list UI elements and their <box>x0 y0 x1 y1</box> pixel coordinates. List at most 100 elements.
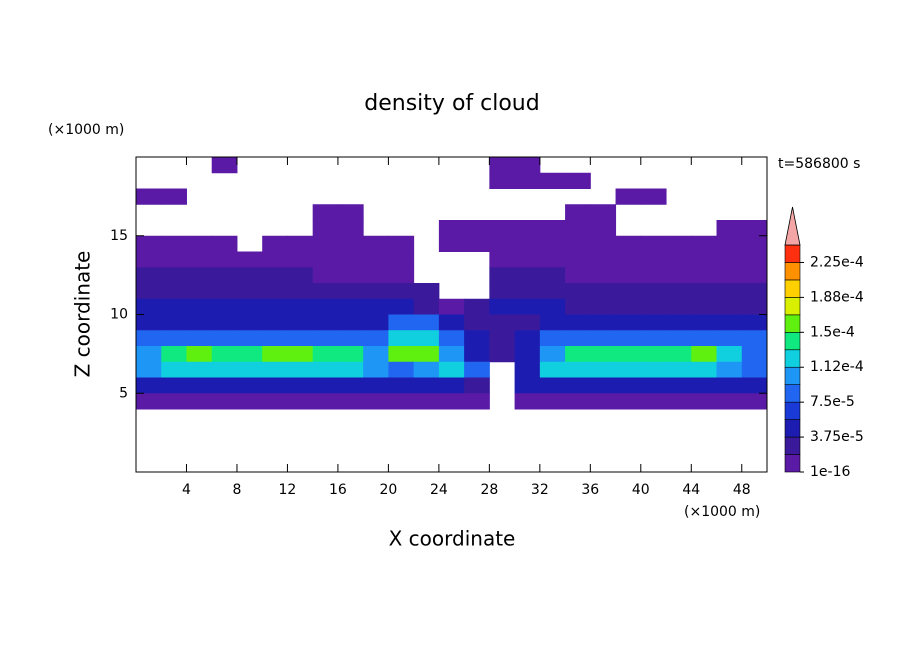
contour-cell <box>186 346 213 363</box>
colorbar-band <box>784 454 801 473</box>
contour-cell <box>489 251 516 268</box>
contour-cell <box>262 361 288 378</box>
contour-cell <box>539 314 566 331</box>
contour-cell <box>438 235 465 252</box>
contour-cell <box>438 377 465 394</box>
contour-cell <box>312 346 339 363</box>
contour-cell <box>615 361 642 378</box>
contour-cell <box>565 283 591 300</box>
contour-cell <box>464 361 490 378</box>
contour-cell <box>236 330 263 347</box>
contour-cell <box>161 330 187 347</box>
contour-cell <box>539 330 566 347</box>
contour-cell <box>161 377 187 394</box>
contour-cell <box>640 283 667 300</box>
contour-cell <box>565 346 591 363</box>
contour-cell <box>539 298 566 315</box>
contour-cell <box>615 235 642 252</box>
contour-cell <box>666 346 692 363</box>
contour-cell <box>716 220 743 237</box>
contour-cell <box>716 377 743 394</box>
contour-cell <box>590 314 617 331</box>
contour-cell <box>312 314 339 331</box>
contour-cell <box>388 283 415 300</box>
contour-cell <box>539 361 566 378</box>
contour-cell <box>565 298 591 315</box>
contour-cell <box>211 330 238 347</box>
contour-cell <box>514 251 541 268</box>
contour-cell <box>161 267 187 284</box>
contour-cell <box>262 346 288 363</box>
contour-cell <box>438 330 465 347</box>
contour-cell <box>590 235 617 252</box>
contour-cell <box>741 361 768 378</box>
contour-cell <box>262 298 288 315</box>
x-tick-label: 12 <box>279 482 297 498</box>
contour-cell <box>337 314 364 331</box>
contour-cell <box>413 346 440 363</box>
contour-cell <box>363 235 389 252</box>
contour-cell <box>741 330 768 347</box>
contour-cell <box>489 267 516 284</box>
contour-cell <box>666 314 692 331</box>
contour-cell <box>211 377 238 394</box>
contour-cell <box>640 298 667 315</box>
contour-cell <box>136 298 162 315</box>
y-axis-title: Z coordinate <box>71 251 95 378</box>
contour-cell <box>514 393 541 410</box>
contour-cell <box>716 314 743 331</box>
contour-cell <box>615 298 642 315</box>
contour-cell <box>136 283 162 300</box>
contour-cell <box>590 283 617 300</box>
contour-cell <box>438 346 465 363</box>
colorbar-tick-label: 1e-16 <box>810 464 850 480</box>
contour-cell <box>640 235 667 252</box>
contour-cell <box>211 251 238 268</box>
colorbar-tick-label: 3.75e-5 <box>810 429 864 445</box>
contour-cell <box>438 314 465 331</box>
contour-cell <box>640 314 667 331</box>
contour-cell <box>716 330 743 347</box>
contour-cell <box>565 330 591 347</box>
contour-cell <box>312 298 339 315</box>
contour-cell <box>363 330 389 347</box>
contour-cell <box>312 251 339 268</box>
contour-cell <box>741 267 768 284</box>
contour-cell <box>413 298 440 315</box>
contour-cell <box>565 220 591 237</box>
contour-cell <box>691 393 718 410</box>
contour-cell <box>438 298 465 315</box>
y-tick-label: 15 <box>110 228 128 244</box>
contour-cell <box>363 393 389 410</box>
x-tick-label: 24 <box>430 482 448 498</box>
contour-cell <box>438 393 465 410</box>
contour-cell <box>565 172 591 189</box>
contour-cell <box>186 393 213 410</box>
contour-cell <box>514 267 541 284</box>
contour-cell <box>363 251 389 268</box>
colorbar-band <box>784 436 801 455</box>
contour-cell <box>691 251 718 268</box>
contour-cell <box>590 251 617 268</box>
contour-cell <box>666 283 692 300</box>
contour-cell <box>388 314 415 331</box>
contour-cell <box>287 346 314 363</box>
contour-cell <box>464 314 490 331</box>
contour-cell <box>615 251 642 268</box>
colorbar-band <box>784 279 801 298</box>
contour-cell <box>438 220 465 237</box>
contour-cell <box>413 283 440 300</box>
contour-cell <box>287 267 314 284</box>
contour-cell <box>539 220 566 237</box>
contour-cell <box>186 361 213 378</box>
x-axis-title: X coordinate <box>389 527 516 551</box>
contour-cell <box>590 377 617 394</box>
contour-cell <box>211 393 238 410</box>
contour-cell <box>287 298 314 315</box>
contour-cell <box>741 220 768 237</box>
contour-cell <box>464 377 490 394</box>
contour-cell <box>716 283 743 300</box>
contour-cell <box>691 314 718 331</box>
contour-cell <box>514 157 541 174</box>
contour-cell <box>489 157 516 174</box>
